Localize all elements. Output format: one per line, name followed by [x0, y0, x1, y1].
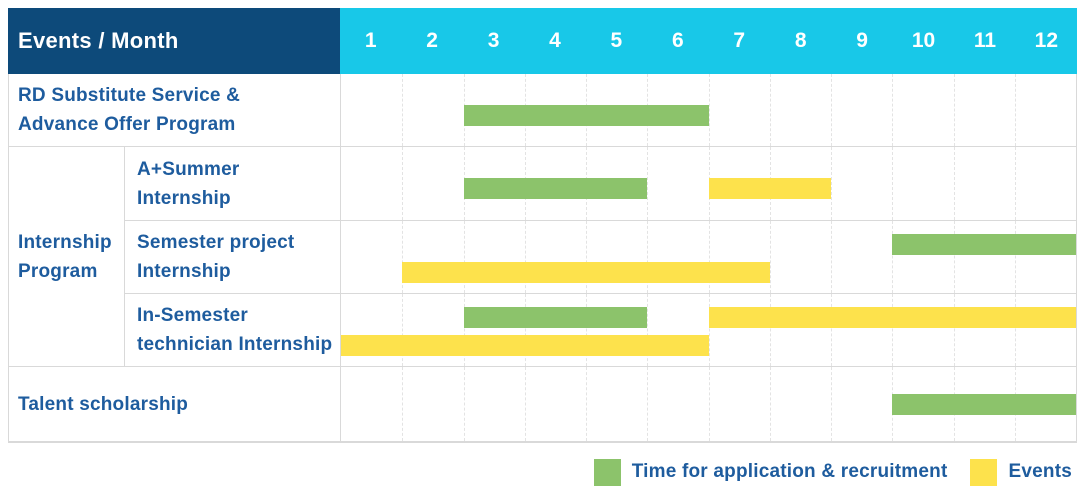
month-gridline: [524, 294, 526, 366]
table-header-row: Events / Month 1 2 3 4 5 6 7 8 9 10 11 12: [8, 8, 1077, 74]
event-label-cell: A+Summer Internship: [125, 147, 341, 221]
month-gridline: [708, 74, 710, 146]
month-gridline: [463, 367, 465, 441]
timeline-cell: [341, 74, 1076, 147]
events-bar: [708, 178, 831, 199]
recruitment-bar: [892, 234, 1076, 255]
month-gridline: [402, 367, 404, 441]
events-bar: [708, 307, 1076, 328]
recruitment-swatch: [593, 458, 621, 486]
month-gridline: [586, 294, 587, 366]
timeline-cell: [341, 147, 1076, 221]
legend: Time for application & recruitment Events: [593, 457, 1072, 487]
month-gridline: [892, 221, 894, 293]
month-gridline: [953, 147, 955, 220]
month-gridline: [831, 367, 832, 441]
timeline-cell: [341, 294, 1076, 367]
month-gridline: [1014, 147, 1016, 220]
month-gridline: [524, 221, 526, 293]
month-header-cell: 3: [487, 29, 500, 52]
month-gridline: [769, 74, 771, 146]
recruitment-bar: [892, 394, 1076, 415]
month-header-cell: 11: [973, 29, 997, 52]
month-gridline: [831, 74, 832, 146]
event-label-line: Internship: [137, 261, 231, 282]
month-header-cell: 5: [610, 29, 623, 52]
month-header-cell: 2: [426, 29, 438, 52]
event-label-line: Semester project: [137, 232, 295, 253]
legend-label: Events: [1008, 461, 1072, 482]
events-bar: [402, 262, 770, 283]
month-gridline: [708, 294, 710, 366]
timeline-cell: [341, 367, 1076, 442]
month-gridline: [892, 147, 894, 220]
events-month-table: Events / Month 1 2 3 4 5 6 7 8 9 10 11 12 Internshi…: [8, 8, 1077, 443]
legend-item-recruitment: Time for application & recruitment: [593, 458, 948, 486]
month-gridline: [831, 221, 832, 293]
group-label-cell: Internship Program: [9, 147, 125, 367]
month-gridline: [1014, 294, 1016, 366]
month-header-cell: 9: [856, 29, 868, 52]
timeline-cell: [341, 221, 1076, 294]
events-month-header-cell: Events / Month: [8, 8, 340, 74]
month-gridline: [708, 221, 710, 293]
month-header-cell: 10: [911, 29, 936, 52]
month-header-cell: 12: [1034, 29, 1059, 52]
event-label-cell: In-Semester technician Internship: [125, 294, 341, 367]
event-label-line: In-Semester: [137, 305, 248, 326]
month-gridline: [892, 294, 894, 366]
month-gridline: [402, 221, 404, 293]
legend-label: Time for application & recruitment: [631, 461, 948, 482]
month-gridline: [524, 367, 526, 441]
month-header-cell: 6: [671, 29, 684, 52]
month-gridline: [769, 367, 771, 441]
month-gridline: [708, 367, 710, 441]
month-gridline: [647, 221, 649, 293]
recruitment-bar: [463, 307, 648, 328]
event-label-line: A+Summer: [137, 158, 240, 180]
month-gridline: [586, 367, 587, 441]
event-label-line: Talent scholarship: [18, 393, 189, 415]
month-header-cell: 7: [733, 29, 746, 52]
event-label-line: Internship: [137, 187, 231, 209]
month-gridline: [586, 221, 587, 293]
month-header-cell: 4: [549, 29, 561, 52]
month-gridline: [953, 74, 955, 146]
recruitment-bar: [463, 178, 648, 199]
table-body: Internship Program RD Substitute Service &…: [8, 74, 1077, 443]
month-gridline: [831, 147, 832, 220]
event-label-line: Advance Offer Program: [18, 114, 236, 135]
month-gridline: [953, 294, 955, 366]
month-gridline: [953, 221, 955, 293]
event-label-cell: RD Substitute Service & Advance Offer Pro…: [9, 74, 341, 147]
month-gridline: [402, 294, 404, 366]
group-label-line: Internship: [18, 231, 112, 253]
month-gridline: [647, 147, 649, 220]
month-gridline: [831, 294, 832, 366]
month-gridline: [463, 294, 465, 366]
month-gridline: [463, 221, 465, 293]
events-bar: [341, 335, 709, 356]
event-label-cell: Semester project Internship: [125, 221, 341, 294]
month-gridline: [402, 74, 404, 146]
event-label-line: technician Internship: [137, 334, 333, 355]
group-label-line: Program: [18, 260, 98, 282]
month-header-cell: 1: [364, 29, 377, 52]
recruitment-bar: [463, 105, 709, 126]
event-label-cell: Talent scholarship: [9, 367, 341, 442]
month-gridline: [892, 74, 894, 146]
event-label-line: RD Substitute Service &: [18, 85, 241, 106]
month-gridline: [769, 221, 771, 293]
month-gridline: [769, 294, 771, 366]
month-gridline: [402, 147, 404, 220]
events-swatch: [970, 458, 998, 486]
month-gridline: [1014, 221, 1016, 293]
legend-item-events: Events: [970, 458, 1072, 486]
month-header-row: 1 2 3 4 5 6 7 8 9 10 11 12: [340, 8, 1077, 74]
month-gridline: [647, 367, 649, 441]
month-gridline: [647, 294, 649, 366]
month-gridline: [1014, 74, 1016, 146]
month-header-cell: 8: [794, 29, 807, 52]
